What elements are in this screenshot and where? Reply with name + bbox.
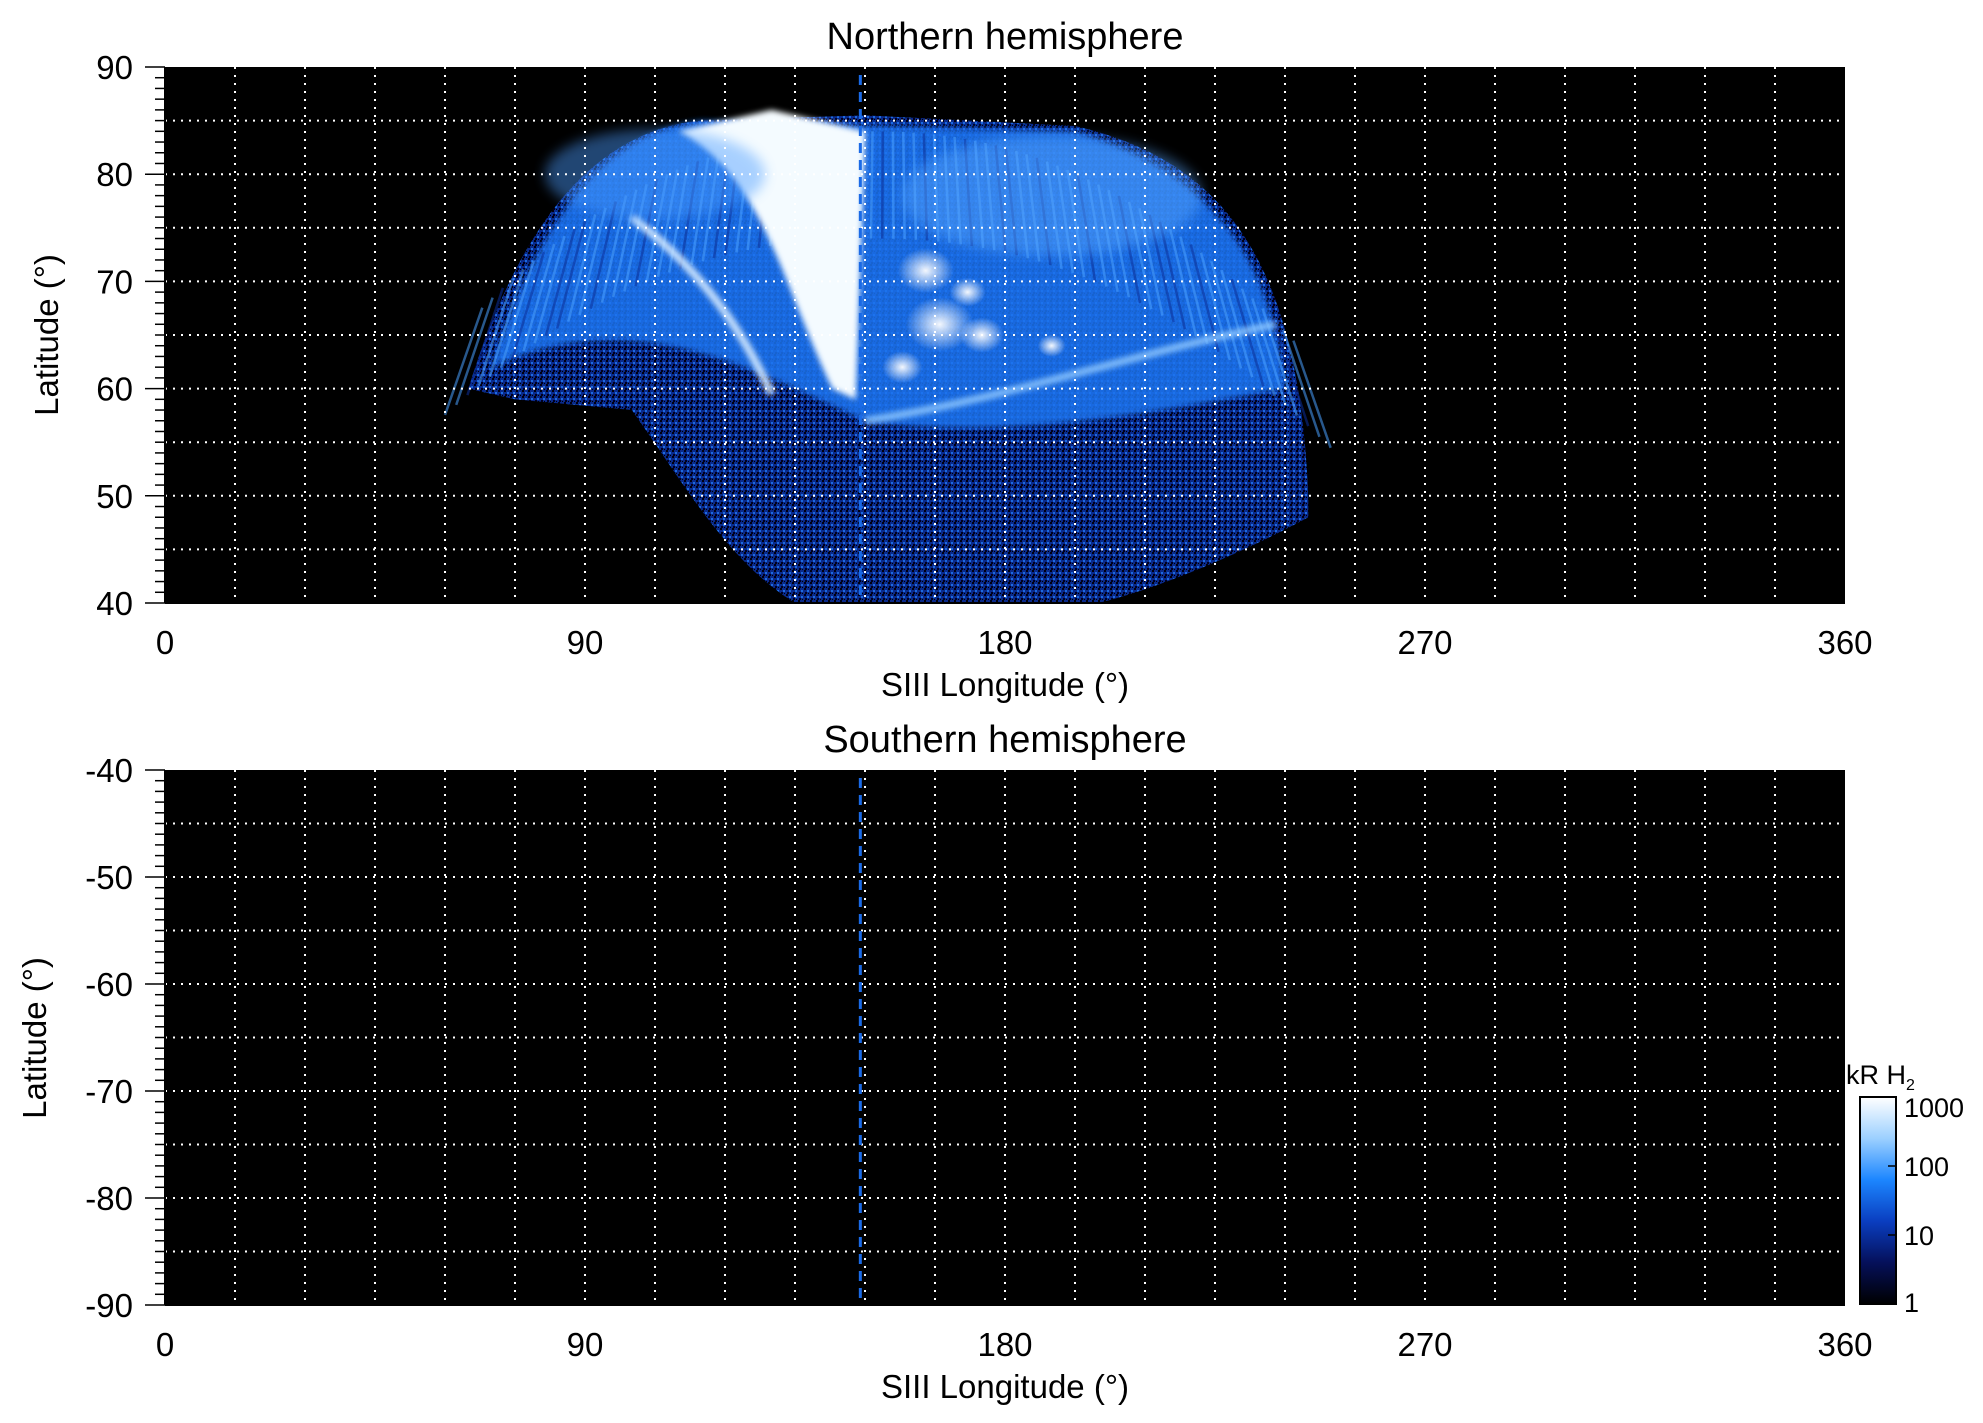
northern-y-tick-label: 70 (96, 263, 133, 300)
southern-y-tick-label: -90 (85, 1287, 133, 1324)
emission-bright-patch (905, 297, 974, 352)
northern-grid (165, 67, 1845, 603)
southern-title: Southern hemisphere (823, 719, 1186, 761)
southern-y-tick-label: -40 (85, 752, 133, 789)
emission-bright-core (678, 109, 865, 400)
southern-y-axis-label: Latitude (°) (16, 957, 53, 1119)
southern-x-tick-label: 90 (567, 1326, 604, 1363)
southern-grid (165, 770, 1845, 1305)
colorbar-tick-label: 1000 (1904, 1093, 1964, 1123)
northern-panel: Northern hemisphere 40 50 60 70 80 90 0 90 180 27… (28, 16, 1873, 703)
emission-bright-patch (1037, 334, 1066, 357)
northern-y-axis-label: Latitude (°) (28, 254, 65, 416)
northern-x-tick-label: 90 (567, 624, 604, 661)
emission-left-arc (629, 213, 776, 396)
southern-x-tick-label: 360 (1817, 1326, 1872, 1363)
northern-x-tick-label: 270 (1397, 624, 1452, 661)
southern-y-tick-label: -60 (85, 966, 133, 1003)
northern-emission-image (443, 109, 1332, 603)
northern-y-tick-label: 90 (96, 49, 133, 86)
northern-title: Northern hemisphere (827, 16, 1184, 58)
emission-bright-patch (949, 277, 986, 307)
emission-bright-patch (882, 351, 923, 384)
colorbar: kR H2 1 10 100 1000 (1846, 1060, 1964, 1318)
emission-bright-patch (897, 248, 954, 294)
northern-y-tick-label: 80 (96, 156, 133, 193)
colorbar-tick-label: 100 (1904, 1152, 1949, 1182)
southern-y-tick-label: -70 (85, 1073, 133, 1110)
southern-x-axis-label: SIII Longitude (°) (881, 1368, 1129, 1405)
northern-x-tick-label: 180 (977, 624, 1032, 661)
southern-y-tick-label: -50 (85, 859, 133, 896)
colorbar-gradient (1859, 1096, 1897, 1305)
emission-main-oval (864, 320, 1277, 425)
colorbar-ticks: 1 10 100 1000 (1888, 1093, 1964, 1318)
colorbar-label: kR H2 (1846, 1060, 1915, 1094)
northern-x-tick-label: 360 (1817, 624, 1872, 661)
southern-y-tick-label: -80 (85, 1180, 133, 1217)
northern-x-tick-label: 0 (156, 624, 174, 661)
southern-x-tick-label: 270 (1397, 1326, 1452, 1363)
emission-diffuse-region (901, 135, 1202, 256)
southern-x-tick-label: 180 (977, 1326, 1032, 1363)
northern-y-tick-label: 50 (96, 478, 133, 515)
southern-x-tick-label: 0 (156, 1326, 174, 1363)
colorbar-tick-label: 10 (1904, 1221, 1934, 1251)
northern-x-axis-label: SIII Longitude (°) (881, 666, 1129, 703)
northern-axes: 40 50 60 70 80 90 0 90 180 270 360 (96, 49, 1872, 661)
southern-axes: -40 -50 -60 -70 -80 -90 0 90 180 270 360 (85, 752, 1872, 1363)
northern-y-tick-label: 60 (96, 371, 133, 408)
northern-y-tick-label: 40 (96, 585, 133, 622)
colorbar-tick-label: 1 (1904, 1288, 1919, 1318)
southern-panel: Southern hemisphere -40 -50 -60 -70 -80 -90 0 9… (16, 719, 1873, 1405)
